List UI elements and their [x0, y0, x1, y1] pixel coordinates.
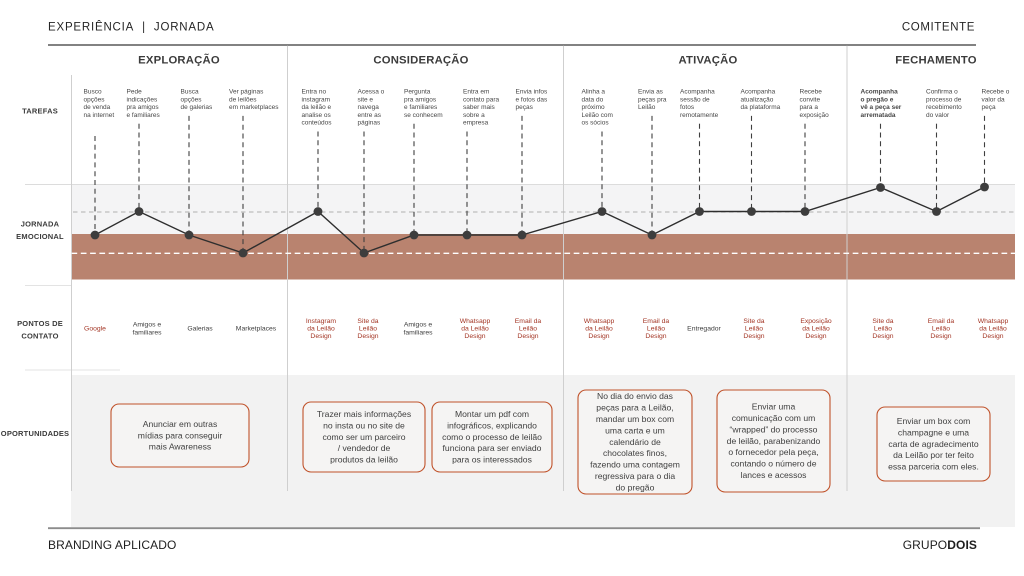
svg-text:Google: Google [84, 326, 106, 333]
svg-text:EXPLORAÇÃO: EXPLORAÇÃO [138, 54, 220, 67]
svg-text:JORNADA: JORNADA [21, 220, 60, 229]
svg-text:COMITENTE: COMITENTE [902, 22, 975, 34]
svg-text:CONSIDERAÇÃO: CONSIDERAÇÃO [373, 54, 468, 67]
svg-text:Marketplaces: Marketplaces [236, 326, 277, 333]
svg-text:BRANDING APLICADO: BRANDING APLICADO [48, 538, 176, 552]
svg-text:TAREFAS: TAREFAS [22, 107, 58, 116]
svg-text:PONTOS DE: PONTOS DE [17, 319, 63, 328]
svg-text:ATIVAÇÃO: ATIVAÇÃO [679, 54, 738, 67]
svg-text:OPORTUNIDADES: OPORTUNIDADES [1, 429, 69, 438]
svg-text:EXPERIÊNCIA | JORNADA: EXPERIÊNCIA | JORNADA [48, 21, 214, 34]
svg-text:FECHAMENTO: FECHAMENTO [895, 55, 977, 67]
svg-text:GRUPODOIS: GRUPODOIS [903, 538, 977, 552]
svg-text:Entregador: Entregador [687, 326, 721, 333]
svg-text:CONTATO: CONTATO [21, 331, 58, 340]
svg-text:Galerias: Galerias [187, 326, 213, 333]
svg-text:EMOCIONAL: EMOCIONAL [16, 232, 64, 241]
